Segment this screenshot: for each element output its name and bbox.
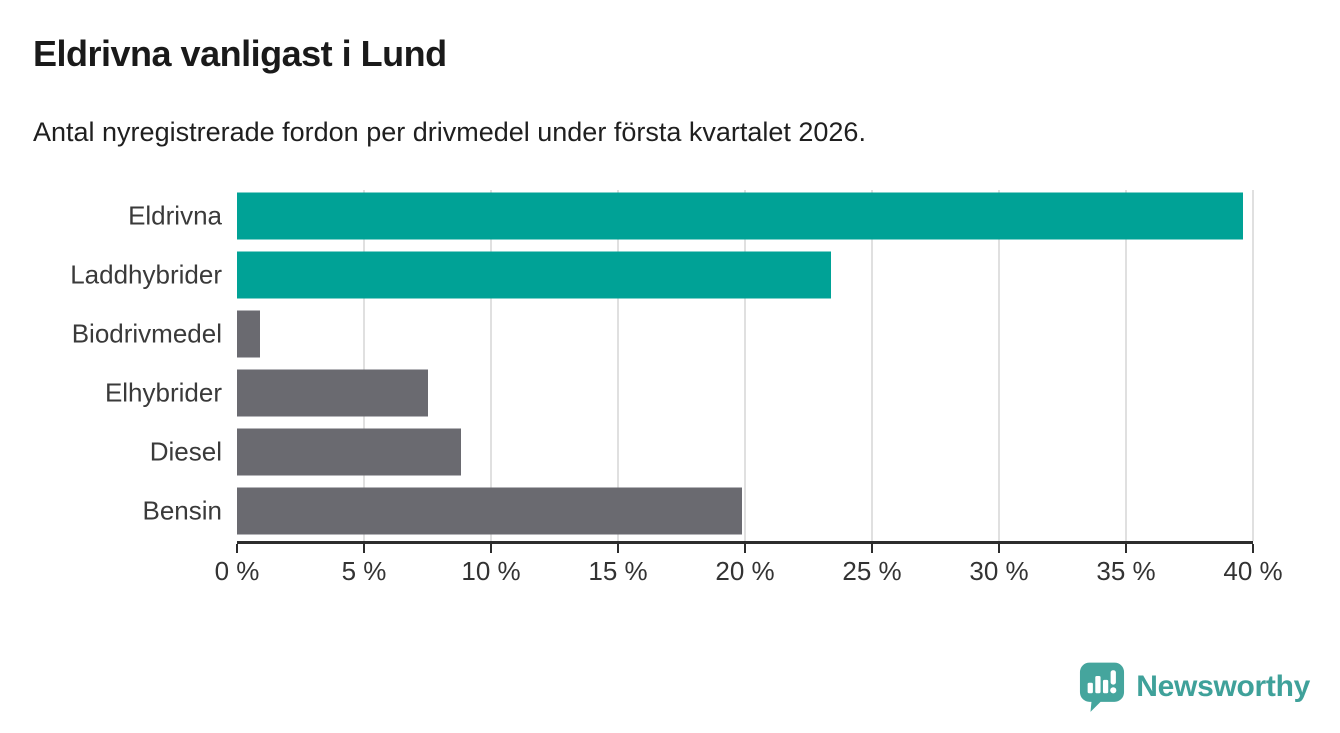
gridline [363, 190, 365, 541]
gridline [871, 190, 873, 541]
x-axis-tick [363, 544, 365, 553]
category-label: Bensin [142, 495, 223, 526]
category-label: Elhybrider [104, 377, 222, 408]
bar-row: Laddhybrider [70, 245, 1253, 304]
gridline [998, 190, 1000, 541]
gridline [1125, 190, 1127, 541]
x-axis-tick-label: 25 % [842, 556, 902, 586]
bar-chart-bubble-icon [1079, 661, 1125, 713]
bar [237, 428, 461, 476]
category-label: Biodrivmedel [71, 318, 222, 349]
x-axis-tick [490, 544, 492, 553]
bar-row: Elhybrider [105, 364, 1253, 423]
x-axis-tick-label: 20 % [715, 556, 775, 586]
x-axis-tick [871, 544, 873, 553]
logo-text: Newsworthy [1136, 670, 1310, 703]
x-axis-line [237, 541, 1253, 544]
bar-row: Bensin [143, 482, 1253, 541]
plot-area: Eldrivna Laddhybrider Biodrivmedel Elhybrid… [70, 186, 1283, 586]
bar [237, 369, 428, 417]
category-label: Diesel [149, 436, 222, 467]
category-label: Laddhybrider [70, 259, 222, 290]
gridline [490, 190, 492, 541]
x-axis-tick [1125, 544, 1127, 553]
bar [237, 310, 260, 358]
x-axis-tick [998, 544, 1000, 553]
x-axis-tick [1252, 544, 1254, 553]
bar-row: Biodrivmedel [72, 304, 1253, 363]
x-axis-tick-label: 40 % [1223, 556, 1283, 586]
x-axis-tick [617, 544, 619, 553]
x-axis-tick-label: 0 % [214, 556, 260, 586]
x-axis-tick-label: 15 % [588, 556, 648, 586]
newsworthy-logo: Newsworthy [1079, 661, 1310, 713]
gridline [1252, 190, 1254, 541]
x-axis-tick-label: 10 % [461, 556, 521, 586]
bar-row: Diesel [150, 423, 1253, 482]
bar [237, 251, 832, 299]
x-axis-tick-label: 30 % [969, 556, 1029, 586]
bar [237, 487, 743, 535]
bar [237, 192, 1243, 240]
chart-subtitle: Antal nyregistrerade fordon per drivmede… [33, 117, 866, 147]
x-axis-tick-label: 35 % [1096, 556, 1156, 586]
bar-row: Eldrivna [128, 186, 1253, 245]
category-label: Eldrivna [128, 200, 222, 231]
x-axis-tick [744, 544, 746, 553]
x-axis-tick-label: 5 % [341, 556, 387, 586]
chart-title: Eldrivna vanligast i Lund [33, 33, 447, 74]
gridline [617, 190, 619, 541]
gridline [744, 190, 746, 541]
x-axis-tick [236, 544, 238, 553]
